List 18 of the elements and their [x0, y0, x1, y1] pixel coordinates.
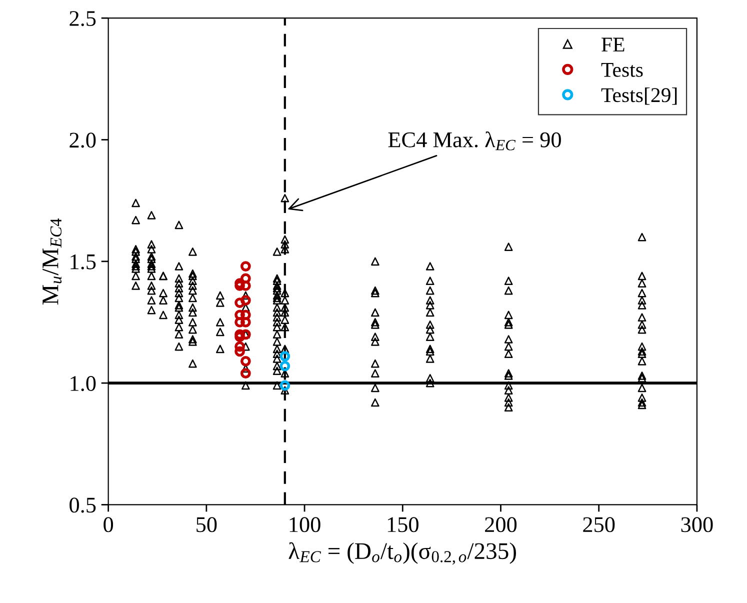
x-tick-label: 50: [196, 517, 217, 532]
y-axis-title: M$_{u}$/M$_{EC4}$: [42, 218, 62, 305]
x-tick-label: 250: [583, 517, 615, 532]
legend-label: FE: [602, 38, 624, 52]
y-tick-label: 1.5: [70, 254, 96, 270]
x-tick-label: 100: [290, 517, 320, 532]
y-tick-label: 2.0: [70, 132, 96, 148]
legend-label: Tests[29]: [601, 88, 677, 105]
legend-label: Tests: [601, 63, 643, 77]
y-tick-label: 1.0: [70, 376, 96, 392]
x-tick-label: 150: [388, 517, 418, 532]
annotation: EC4 Max. λ$_{EC}$ = 90: [388, 131, 561, 150]
y-tick-label: 2.5: [70, 11, 96, 26]
text: λ$_{EC}$ = (D$_{o}$/t$_{o}$)(σ$_{0.2,o}$/235): [288, 542, 516, 565]
x-tick-label: 200: [485, 517, 517, 532]
y-tick-label: 0.5: [70, 498, 96, 513]
x-tick-label: 300: [681, 517, 713, 532]
x-tick-label: 0: [104, 517, 114, 532]
